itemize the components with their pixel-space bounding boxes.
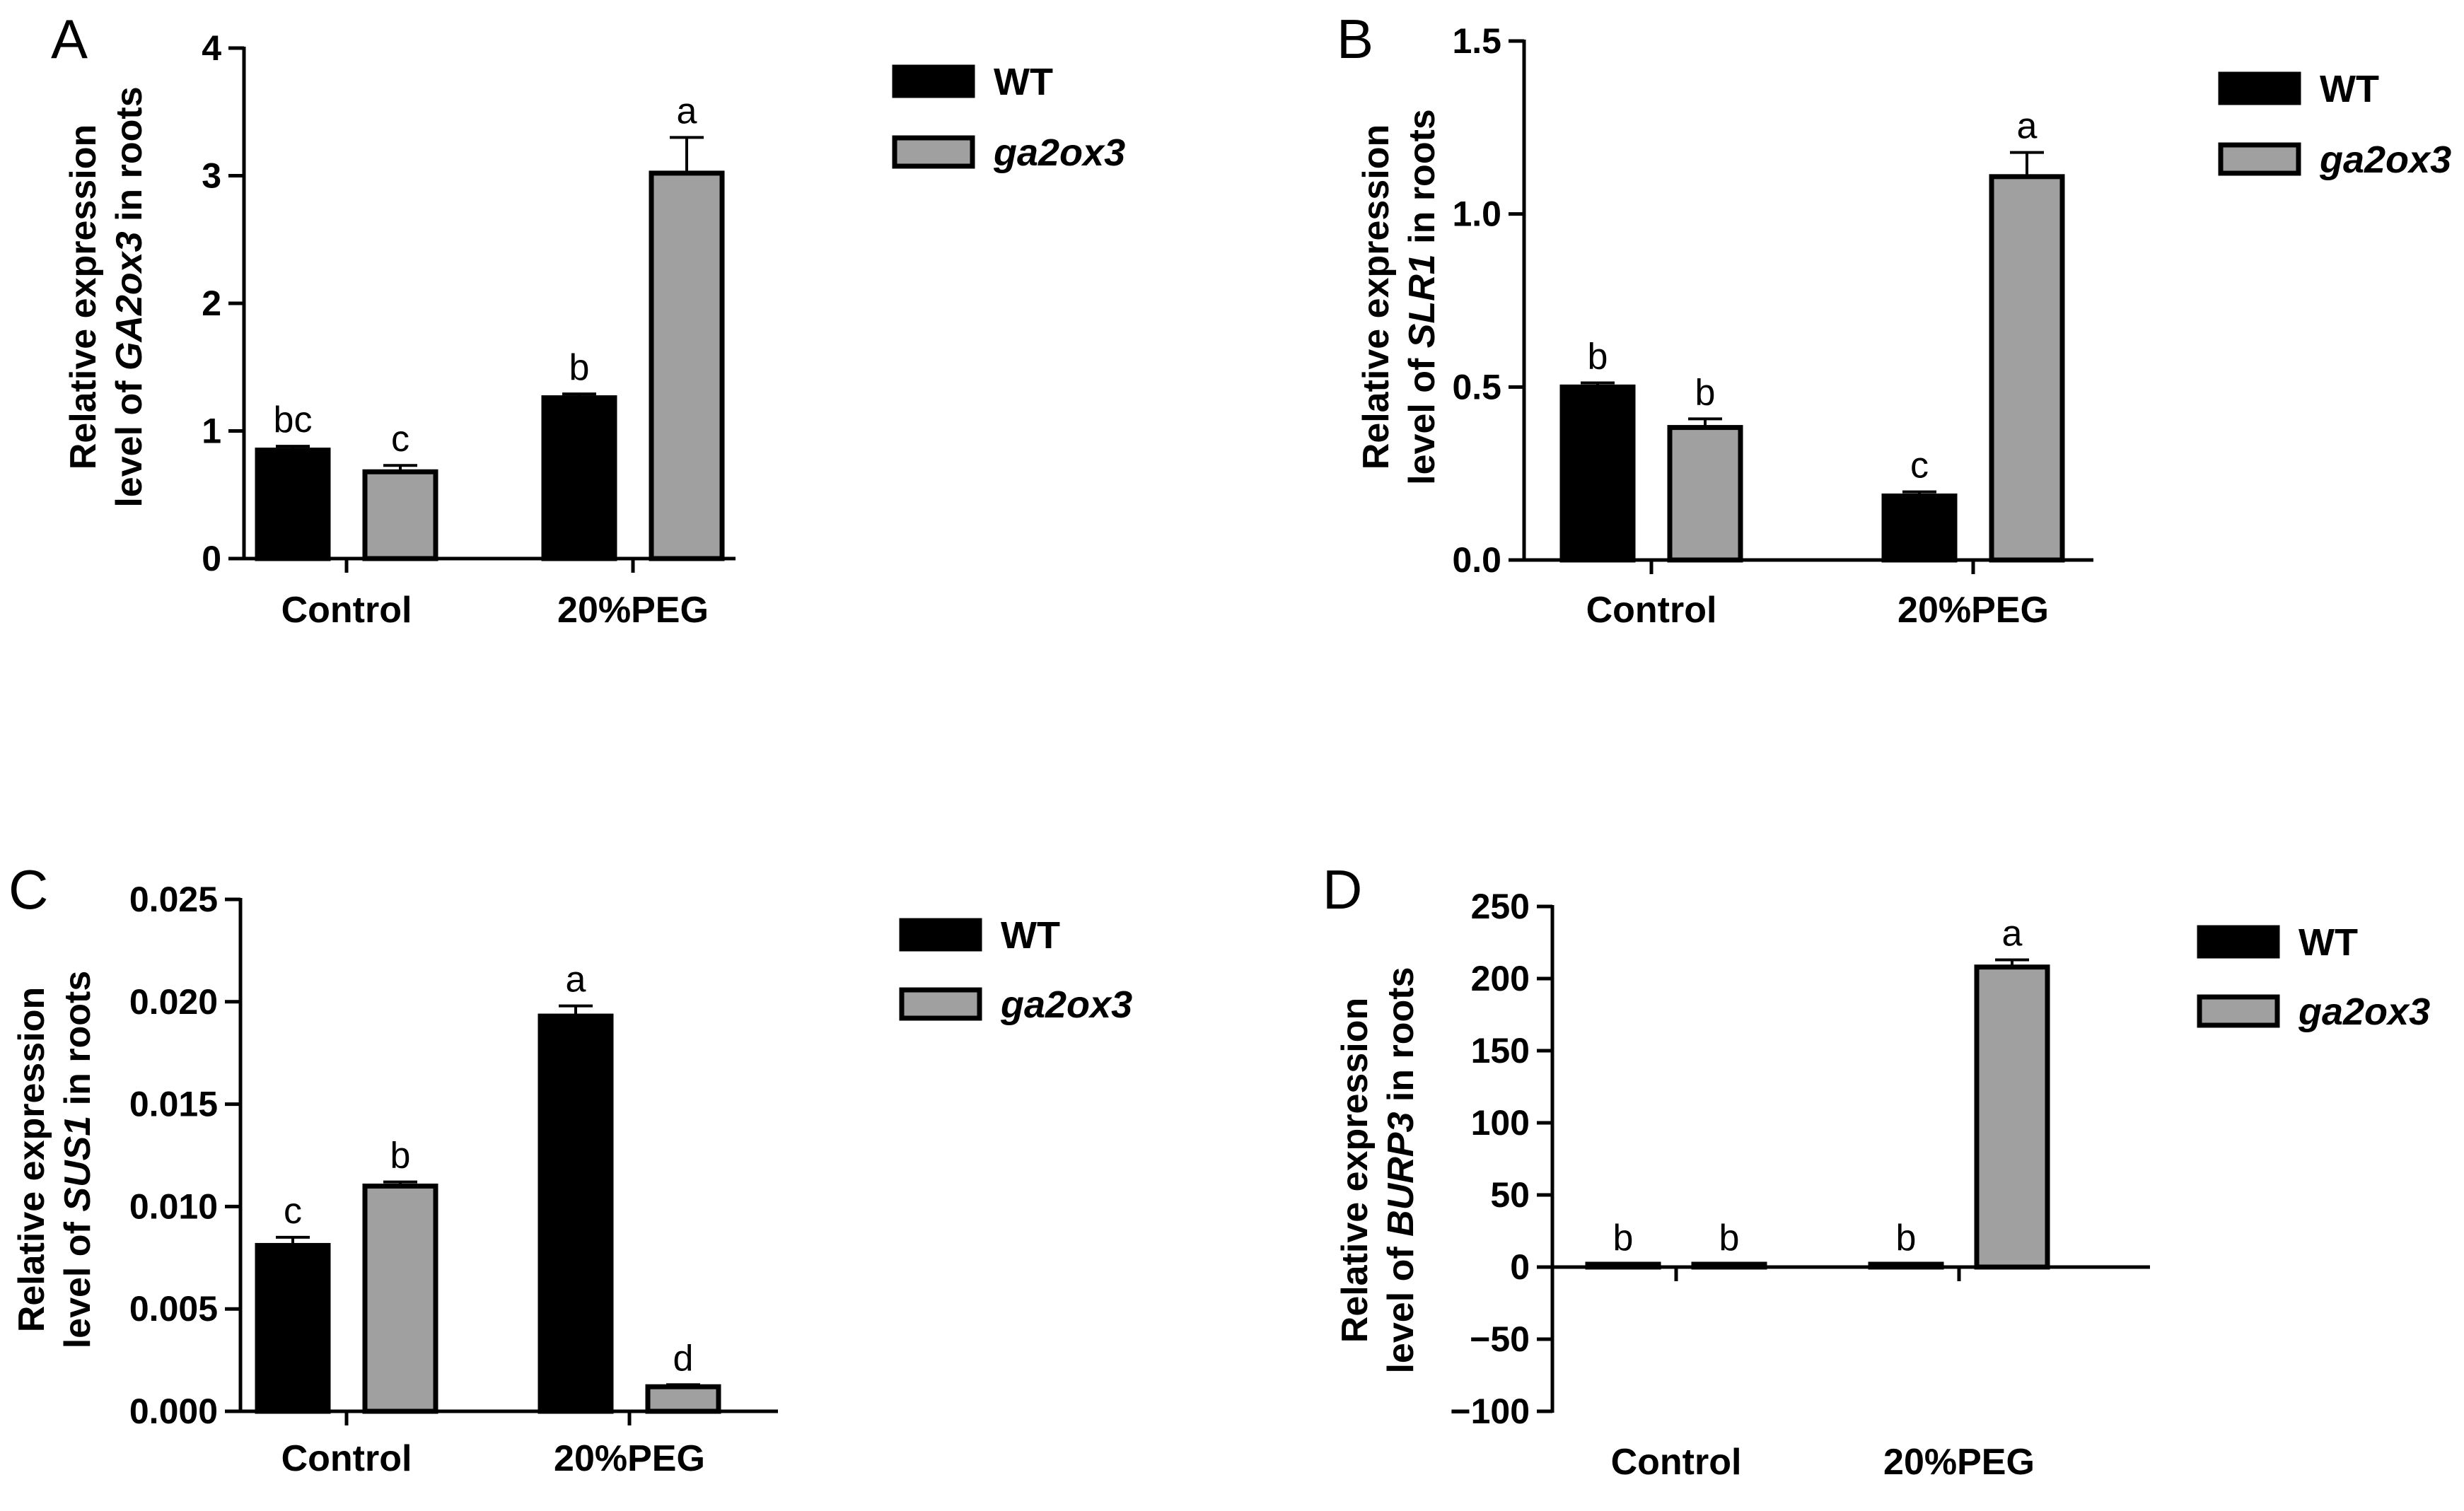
- y-tick-label: 0.025: [129, 880, 218, 919]
- y-tick-label: −100: [1450, 1392, 1530, 1431]
- panel-letter: C: [8, 858, 48, 921]
- legend-swatch-ga2ox3: [2218, 142, 2301, 176]
- y-tick-label: 0: [1510, 1247, 1530, 1287]
- legend-label: ga2ox3: [2319, 139, 2451, 181]
- y-tick-label: 0.015: [129, 1085, 218, 1124]
- y-tick-label: −50: [1470, 1319, 1530, 1359]
- significance-letter: b: [390, 1136, 411, 1177]
- y-tick-label: 1: [202, 412, 221, 451]
- legend-label: WT: [994, 61, 1053, 103]
- bar-ga2ox3: [649, 170, 725, 561]
- bar-ga2ox3: [1691, 1261, 1767, 1270]
- legend-swatch-wt: [2218, 71, 2301, 105]
- y-tick-label: 3: [202, 156, 221, 196]
- y-axis-label-line2: level of BURP3 in roots: [1381, 967, 1422, 1373]
- y-axis-label-line1: Relative expression: [63, 124, 104, 469]
- x-category-label: 20%PEG: [554, 1438, 705, 1479]
- significance-letter: c: [391, 419, 409, 460]
- legend-label: ga2ox3: [2298, 991, 2430, 1033]
- panel-letter: B: [1337, 8, 1373, 70]
- significance-letter: b: [569, 347, 590, 388]
- legend-label: WT: [2320, 68, 2379, 110]
- panel-letter: D: [1323, 858, 1362, 921]
- significance-letter: c: [1910, 445, 1929, 486]
- chart-panel-d: D −100 −50 0 50 100 150 200 250 Control 20%PEG Rela…: [1323, 858, 2430, 1483]
- y-tick-label: 50: [1490, 1175, 1530, 1215]
- significance-letter: a: [566, 959, 586, 1000]
- y-tick-label: 150: [1471, 1031, 1530, 1070]
- significance-letter: a: [2002, 913, 2023, 954]
- x-category-label: 20%PEG: [557, 590, 709, 631]
- y-tick-label: 250: [1471, 887, 1530, 926]
- y-axis-label-line2: level of GA2ox3 in roots: [109, 86, 150, 507]
- x-category-label: Control: [1586, 590, 1717, 631]
- significance-letter: a: [2017, 106, 2038, 147]
- y-tick-label: 0.5: [1452, 367, 1501, 407]
- significance-letter: b: [1613, 1218, 1634, 1259]
- significance-letter: b: [1896, 1218, 1917, 1259]
- legend-label: ga2ox3: [993, 132, 1125, 174]
- bar-ga2ox3: [1989, 174, 2065, 563]
- x-category-label: Control: [281, 1438, 412, 1479]
- legend-label: ga2ox3: [1000, 984, 1132, 1026]
- significance-letter: a: [677, 91, 697, 132]
- significance-letter: c: [284, 1191, 302, 1232]
- y-tick-label: 0.0: [1452, 540, 1501, 580]
- chart-panel-c: C 0.000 0.005 0.010 0.015 0.020 0.025 Control 20…: [8, 858, 1132, 1479]
- x-category-label: Control: [281, 590, 412, 631]
- chart-panel-a: A 0 1 2 3 4 Control 20%PEG Relative expression le…: [51, 8, 1125, 631]
- y-tick-label: 0.000: [129, 1392, 218, 1431]
- x-category-label: 20%PEG: [1898, 590, 2049, 631]
- bar-wt: [255, 448, 331, 561]
- y-tick-label: 0.010: [129, 1186, 218, 1226]
- y-tick-label: 1.5: [1452, 21, 1501, 61]
- y-axis-label-line1: Relative expression: [11, 987, 52, 1332]
- y-tick-label: 1.0: [1452, 194, 1501, 234]
- bar-wt: [1881, 493, 1958, 563]
- bar-wt: [541, 395, 617, 561]
- legend-label: WT: [1001, 914, 1060, 957]
- panel-letter: A: [51, 8, 88, 70]
- bar-ga2ox3: [1667, 425, 1743, 563]
- bar-wt: [1585, 1261, 1661, 1270]
- significance-letter: d: [673, 1338, 694, 1379]
- legend-swatch-wt: [2197, 925, 2280, 959]
- chart-panel-b: B 0.0 0.5 1.0 1.5 Control 20%PEG Relative expre…: [1337, 8, 2451, 631]
- significance-letter: bc: [274, 399, 313, 441]
- y-tick-label: 100: [1471, 1103, 1530, 1143]
- x-category-label: 20%PEG: [1883, 1442, 2035, 1483]
- bar-wt: [537, 1013, 614, 1414]
- y-axis-label-line2: level of SUS1 in roots: [57, 971, 98, 1349]
- y-tick-label: 0.020: [129, 982, 218, 1022]
- bar-ga2ox3: [362, 469, 438, 561]
- y-tick-label: 4: [202, 28, 221, 68]
- x-category-label: Control: [1611, 1442, 1742, 1483]
- significance-letter: b: [1588, 336, 1608, 377]
- significance-letter: b: [1695, 372, 1716, 413]
- y-axis-label-line1: Relative expression: [1335, 998, 1376, 1343]
- bar-wt: [255, 1242, 331, 1414]
- legend-swatch-ga2ox3: [2197, 994, 2280, 1028]
- legend-label: WT: [2299, 921, 2358, 964]
- bar-wt: [1559, 384, 1636, 563]
- bar-ga2ox3: [645, 1384, 721, 1414]
- bar-wt: [1868, 1261, 1944, 1270]
- y-tick-label: 0: [202, 539, 221, 578]
- bar-ga2ox3: [362, 1183, 438, 1414]
- legend-swatch-wt: [899, 918, 982, 952]
- y-tick-label: 2: [202, 284, 221, 323]
- y-tick-label: 0.005: [129, 1289, 218, 1329]
- y-tick-label: 200: [1471, 959, 1530, 998]
- significance-letter: b: [1719, 1218, 1740, 1259]
- y-axis-label-line1: Relative expression: [1356, 124, 1397, 469]
- bar-ga2ox3: [1974, 964, 2050, 1270]
- y-axis-label-line2: level of SLR1 in roots: [1402, 109, 1443, 485]
- legend-swatch-ga2ox3: [892, 135, 975, 169]
- legend-swatch-wt: [892, 64, 975, 98]
- legend-swatch-ga2ox3: [899, 987, 982, 1021]
